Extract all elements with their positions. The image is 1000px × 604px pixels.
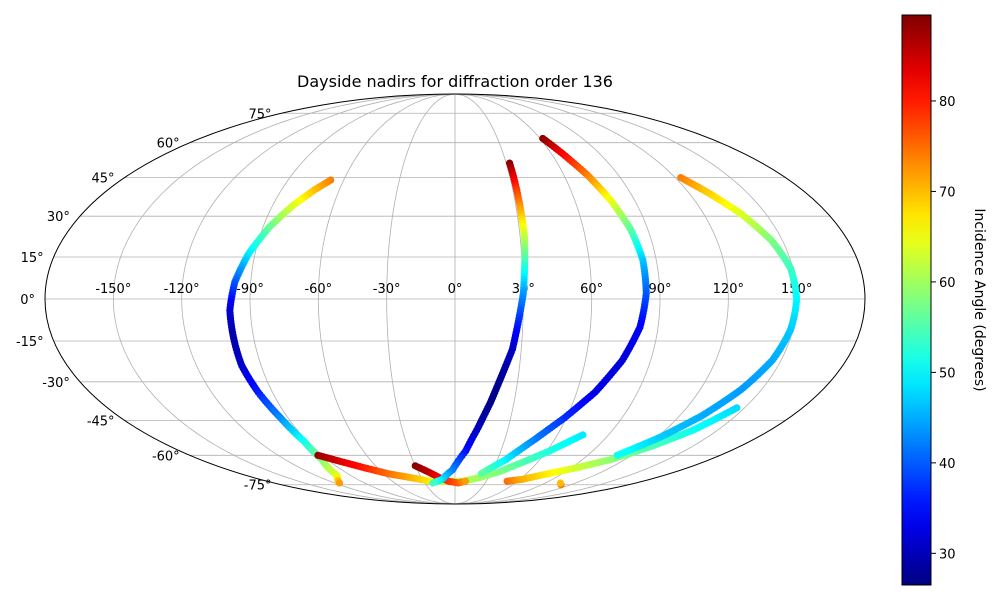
- colorbar-tick-label: 80: [939, 95, 956, 110]
- latitude-tick-label: 15°: [21, 251, 44, 266]
- longitude-tick-labels: -150°-120°-90°-60°-30°0°30°60°90°120°150…: [95, 282, 812, 297]
- longitude-tick-label: 90°: [648, 282, 671, 297]
- colorbar-tick-label: 30: [939, 547, 956, 562]
- colorbar-tick-label: 60: [939, 276, 956, 291]
- latitude-tick-label: 60°: [157, 137, 180, 152]
- colorbar-gradient: [901, 14, 932, 586]
- data-point: [733, 404, 741, 412]
- longitude-tick-label: 120°: [713, 282, 744, 297]
- data-point: [461, 477, 470, 485]
- chart-title: Dayside nadirs for diffraction order 136: [297, 72, 613, 91]
- colorbar-tick-label: 50: [939, 366, 956, 381]
- map-boundary: [44, 93, 866, 505]
- data-point: [335, 479, 344, 487]
- longitude-gridline: [112, 94, 456, 504]
- longitude-tick-label: -60°: [304, 282, 332, 297]
- latitude-tick-label: 30°: [47, 210, 70, 225]
- data-point: [613, 451, 621, 459]
- latitude-tick-label: 45°: [92, 172, 115, 187]
- graticule: [45, 94, 865, 504]
- colorbar-ticks: 30 40 50 60 70 80: [931, 95, 956, 562]
- data-points: [226, 134, 801, 489]
- longitude-tick-label: 0°: [448, 282, 463, 297]
- longitude-tick-label: -90°: [236, 282, 264, 297]
- data-point: [477, 470, 485, 478]
- latitude-tick-label: -15°: [16, 335, 44, 350]
- longitude-tick-label: -150°: [95, 282, 131, 297]
- latitude-tick-label: -45°: [87, 414, 115, 429]
- longitude-gridline: [181, 94, 456, 504]
- longitude-gridline: [317, 94, 456, 504]
- longitude-tick-label: -30°: [373, 282, 401, 297]
- data-point: [579, 431, 587, 439]
- latitude-tick-label: 75°: [248, 107, 271, 122]
- longitude-gridline: [454, 94, 661, 504]
- colorbar-tick-label: 40: [939, 457, 956, 472]
- longitude-tick-label: -120°: [164, 282, 200, 297]
- latitude-tick-label: -60°: [152, 449, 180, 464]
- latitude-tick-label: -75°: [244, 479, 272, 494]
- latitude-tick-label: -30°: [42, 376, 70, 391]
- colorbar-label: Incidence Angle (degrees): [971, 208, 987, 391]
- latitude-tick-label: 0°: [20, 293, 35, 308]
- latitude-tick-labels: -75° -60° -45° -30° -15° 0° 15° 30° 45° 60° 75°: [16, 107, 272, 493]
- data-point: [429, 479, 437, 487]
- longitude-tick-label: 60°: [580, 282, 603, 297]
- longitude-gridline: [386, 94, 456, 504]
- colorbar: 30 40 50 60 70 80 Incidence Angle (degrees): [901, 14, 987, 586]
- colorbar-tick-label: 70: [939, 185, 956, 200]
- data-point: [556, 479, 565, 487]
